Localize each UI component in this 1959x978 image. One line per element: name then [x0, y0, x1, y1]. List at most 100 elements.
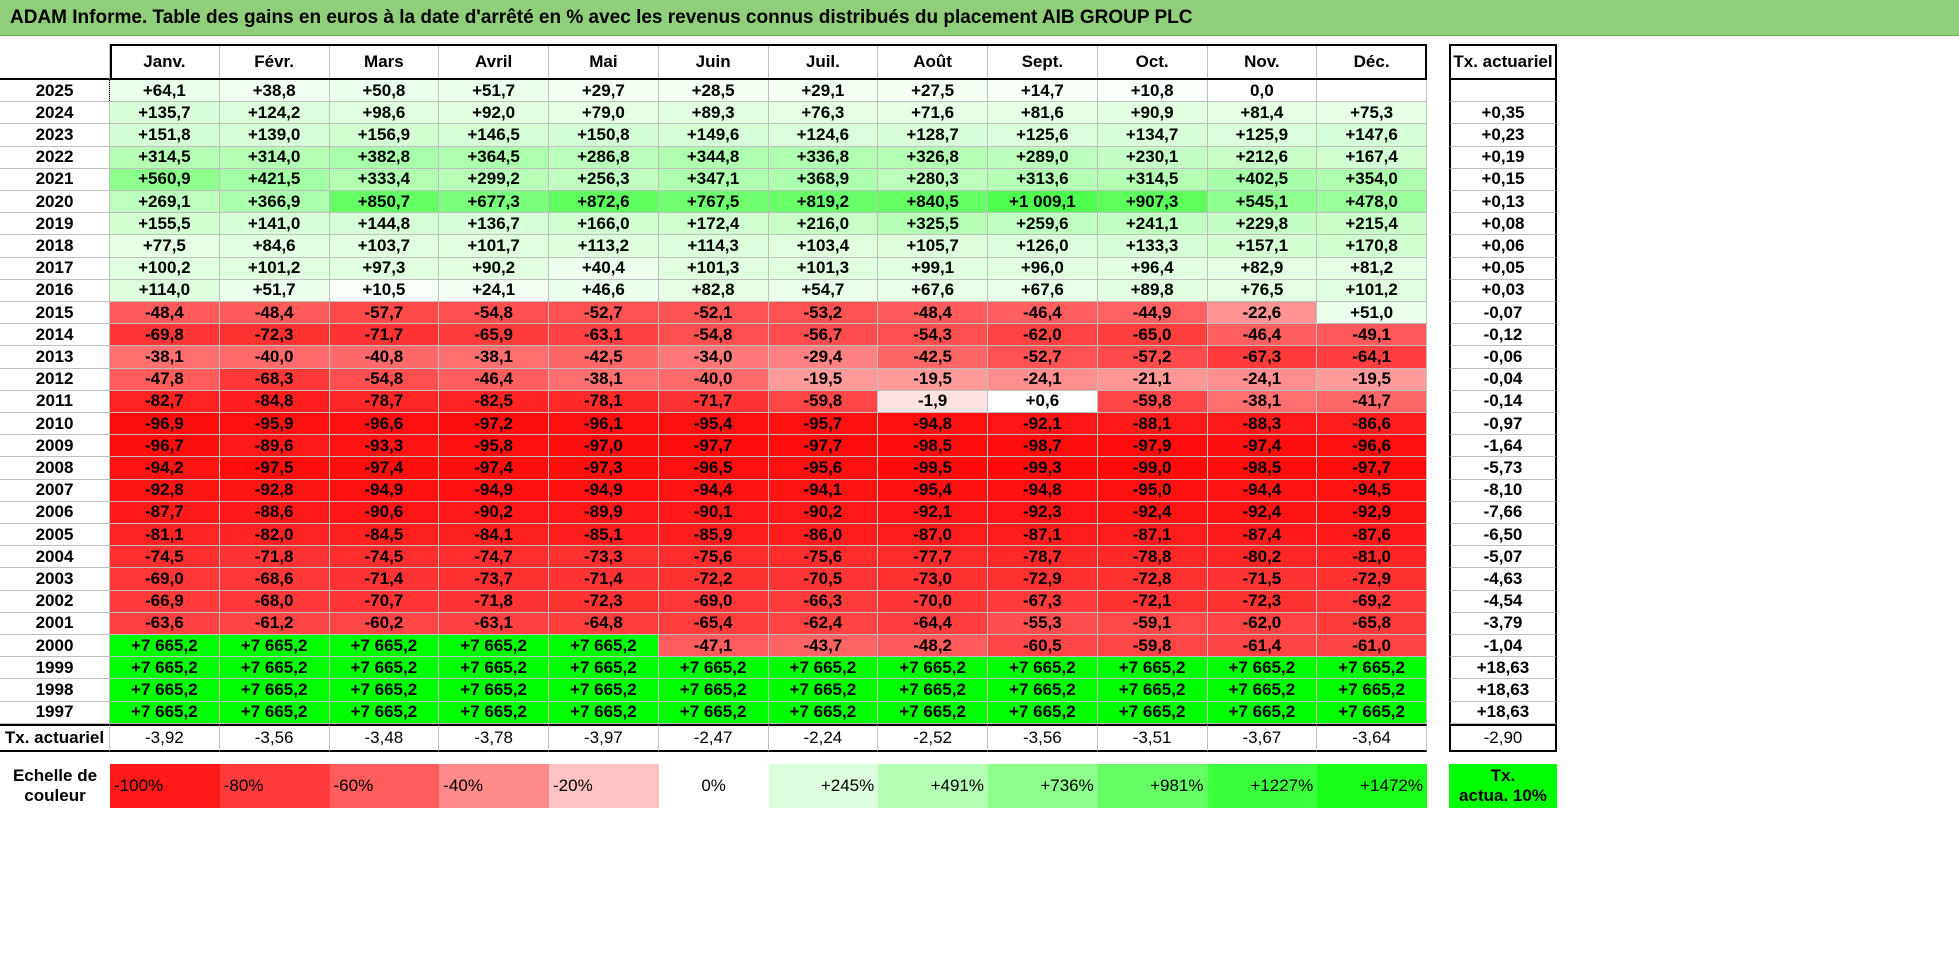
gain-cell: +67,6 [988, 279, 1098, 302]
gain-cell: +1 009,1 [988, 191, 1098, 214]
gain-cell: -98,5 [878, 435, 988, 458]
gain-cell: -96,6 [329, 413, 440, 436]
gain-cell: +136,7 [439, 213, 549, 236]
year-label: 1997 [0, 701, 110, 724]
legend-swatch: -40% [439, 763, 549, 808]
gain-cell: +299,2 [439, 168, 549, 191]
gain-cell: -88,3 [1207, 413, 1318, 436]
gain-cell: -95,9 [219, 413, 330, 436]
gain-cell: -78,1 [549, 390, 659, 413]
gain-cell: +7 665,2 [329, 635, 440, 658]
gain-cell: +147,6 [1317, 124, 1427, 147]
rate-cell: +0,23 [1449, 124, 1557, 147]
gain-cell: -61,2 [219, 612, 330, 635]
gain-cell: -54,3 [878, 324, 988, 347]
year-label: 2019 [0, 213, 110, 236]
gain-cell: -19,5 [1317, 368, 1427, 391]
gain-cell: +333,4 [329, 168, 440, 191]
gain-cell: +7 665,2 [219, 701, 330, 724]
footer-total-cell: -2,90 [1449, 723, 1557, 752]
rate-cell: -5,73 [1449, 457, 1557, 480]
gain-cell: +7 665,2 [1317, 701, 1427, 724]
gain-cell: -24,1 [988, 368, 1098, 391]
gain-cell: +144,8 [329, 213, 440, 236]
gain-cell: -52,7 [549, 302, 659, 325]
gain-cell: +103,7 [329, 235, 440, 258]
month-header: Août [878, 44, 988, 80]
gain-cell: +100,2 [110, 257, 220, 280]
gain-cell: -53,2 [768, 302, 879, 325]
gain-cell: -19,5 [878, 368, 988, 391]
gain-cell: +7 665,2 [988, 701, 1098, 724]
rate-cell: -8,10 [1449, 479, 1557, 502]
gain-cell: -59,1 [1097, 612, 1208, 635]
gain-cell: -96,9 [110, 413, 220, 436]
gain-cell: -97,5 [219, 457, 330, 480]
gain-cell: -97,7 [658, 435, 769, 458]
gain-cell: -63,1 [439, 612, 549, 635]
gain-cell: -71,7 [329, 324, 440, 347]
gain-cell: -97,4 [439, 457, 549, 480]
footer-rate-cell: -3,64 [1317, 723, 1427, 752]
gain-cell: -71,8 [439, 590, 549, 613]
month-header: Mai [549, 44, 659, 80]
gain-cell: +7 665,2 [439, 635, 549, 658]
gain-cell: +133,3 [1097, 235, 1208, 258]
gain-cell: +75,3 [1317, 102, 1427, 125]
gain-cell: -46,4 [1207, 324, 1318, 347]
gain-cell: -95,6 [768, 457, 879, 480]
gain-cell: -84,5 [329, 524, 440, 547]
gain-cell: -62,0 [1207, 612, 1318, 635]
rate-cell: -0,14 [1449, 390, 1557, 413]
rate-cell: -1,04 [1449, 635, 1557, 658]
gain-cell: -96,7 [110, 435, 220, 458]
month-header: Oct. [1097, 44, 1208, 80]
gain-cell: -67,3 [988, 590, 1098, 613]
gain-cell: -72,3 [219, 324, 330, 347]
gain-cell: +7 665,2 [219, 635, 330, 658]
gain-cell: -99,3 [988, 457, 1098, 480]
gain-cell: -87,7 [110, 501, 220, 524]
gain-cell: -60,2 [329, 612, 440, 635]
gain-cell: -92,3 [988, 501, 1098, 524]
gain-cell: -29,4 [768, 346, 879, 369]
year-label: 2016 [0, 279, 110, 302]
gain-cell: +7 665,2 [110, 657, 220, 680]
gain-cell: +215,4 [1317, 213, 1427, 236]
gain-cell: +7 665,2 [549, 635, 659, 658]
footer-rate-cell: -2,24 [768, 723, 879, 752]
rate-cell [1449, 80, 1557, 103]
gain-cell: +7 665,2 [439, 701, 549, 724]
gain-cell: +124,2 [219, 102, 330, 125]
gain-cell: -42,5 [549, 346, 659, 369]
gain-cell: +313,6 [988, 168, 1098, 191]
gain-cell: -90,2 [439, 501, 549, 524]
gain-cell: +364,5 [439, 146, 549, 169]
rate-cell: -4,54 [1449, 590, 1557, 613]
legend-swatch: +1227% [1207, 763, 1318, 808]
gain-cell: -67,3 [1207, 346, 1318, 369]
gain-cell: +872,6 [549, 191, 659, 214]
gain-cell: -90,6 [329, 501, 440, 524]
gain-cell: +907,3 [1097, 191, 1208, 214]
gain-cell: -94,8 [878, 413, 988, 436]
gain-cell: -72,8 [1097, 568, 1208, 591]
gain-cell: -46,4 [439, 368, 549, 391]
gain-cell: +156,9 [329, 124, 440, 147]
gain-cell: -72,3 [549, 590, 659, 613]
gain-cell: +38,8 [219, 80, 330, 103]
gain-cell: -92,9 [1317, 501, 1427, 524]
gain-cell: +7 665,2 [768, 701, 879, 724]
gain-cell: +7 665,2 [658, 701, 769, 724]
gain-cell: -73,3 [549, 546, 659, 569]
gain-cell: +326,8 [878, 146, 988, 169]
legend-swatch: -100% [110, 763, 220, 808]
rate-cell: -1,64 [1449, 435, 1557, 458]
gain-cell: -59,8 [768, 390, 879, 413]
year-label: 2020 [0, 191, 110, 214]
gain-cell: -74,5 [110, 546, 220, 569]
rate-cell: +0,03 [1449, 279, 1557, 302]
legend-swatch: -20% [549, 763, 659, 808]
gain-cell: -99,0 [1097, 457, 1208, 480]
gain-cell: -97,3 [549, 457, 659, 480]
